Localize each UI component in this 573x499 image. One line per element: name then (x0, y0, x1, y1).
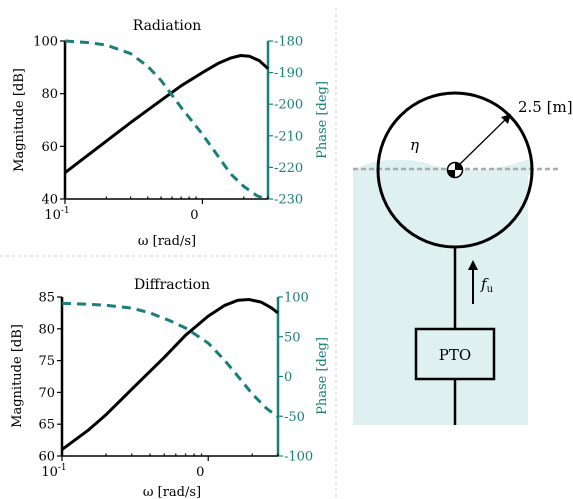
pto-box (414, 327, 496, 381)
water-wave-surface (353, 159, 534, 175)
left-tick-label: 75 (38, 354, 55, 369)
right-tick-label: 100 (284, 291, 309, 306)
left-tick-label: 80 (41, 87, 58, 102)
radius-label: 2.5 [m] (518, 98, 573, 116)
left-tick-label: 85 (38, 291, 55, 306)
radiation-chart-title: Radiation (133, 18, 202, 34)
right-tick-label: -210 (274, 129, 303, 144)
radiation-xlabel: ω [rad/s] (138, 234, 196, 249)
right-tick-label: -230 (274, 193, 303, 208)
left-tick-label: 65 (38, 418, 55, 433)
water-body (353, 170, 528, 425)
buoy-diagram: 2.5 [m] η fu PTO (353, 91, 573, 425)
diffraction-chart: Diffraction Magnitude [dB] Phase [deg] ω… (10, 277, 330, 499)
radiation-chart: Radiation Magnitude [dB] Phase [deg] ω [… (12, 18, 330, 249)
force-label: fu (480, 275, 494, 295)
radiation-ylabel: Magnitude [dB] (12, 68, 27, 172)
pto-label: PTO (439, 346, 471, 364)
force-arrowhead (468, 260, 478, 270)
magnitude-series-line (64, 54, 270, 174)
left-tick-label: 80 (38, 322, 55, 337)
x-tick-label: 0 (190, 208, 198, 223)
x-tick-label: 10-1 (44, 206, 69, 223)
diffraction-chart-title: Diffraction (134, 277, 210, 293)
left-tick-label: 100 (33, 35, 58, 50)
right-tick-label: -180 (274, 35, 303, 50)
diffraction-xlabel: ω [rad/s] (143, 485, 201, 499)
right-tick-label: 0 (284, 370, 292, 385)
left-tick-label: 40 (41, 193, 58, 208)
force-subscript: u (487, 284, 494, 295)
radiation-y2label: Phase [deg] (315, 81, 330, 159)
right-tick-label: -200 (274, 98, 303, 113)
eta-label: η (410, 136, 419, 154)
right-tick-label: -220 (274, 161, 303, 176)
left-tick-label: 60 (38, 450, 55, 465)
radiation-plot-area: 40 60 80 100 -230 -220 -210 -200 -190 -180 10-1 0 (33, 35, 303, 224)
diffraction-plot-area: 60 65 70 75 80 85 -100 -50 0 50 100 10-1 0 (38, 291, 313, 481)
radius-arrow (457, 117, 508, 167)
center-of-mass-icon (446, 161, 464, 179)
x-tick-label: 0 (196, 465, 204, 480)
x-tick-label: 10-1 (41, 463, 66, 480)
right-tick-label: -50 (284, 410, 305, 425)
radius-arrowhead (501, 114, 511, 124)
left-tick-label: 60 (41, 140, 58, 155)
left-tick-label: 70 (38, 386, 55, 401)
phase-series-line (64, 39, 267, 201)
right-tick-label: -100 (284, 450, 313, 465)
right-tick-label: -190 (274, 66, 303, 81)
diffraction-y2label: Phase [deg] (315, 337, 330, 415)
buoy-circle (376, 91, 534, 249)
phase-series-line (61, 301, 279, 419)
right-tick-label: 50 (284, 330, 301, 345)
diffraction-ylabel: Magnitude [dB] (10, 324, 25, 428)
magnitude-series-line (61, 298, 279, 451)
